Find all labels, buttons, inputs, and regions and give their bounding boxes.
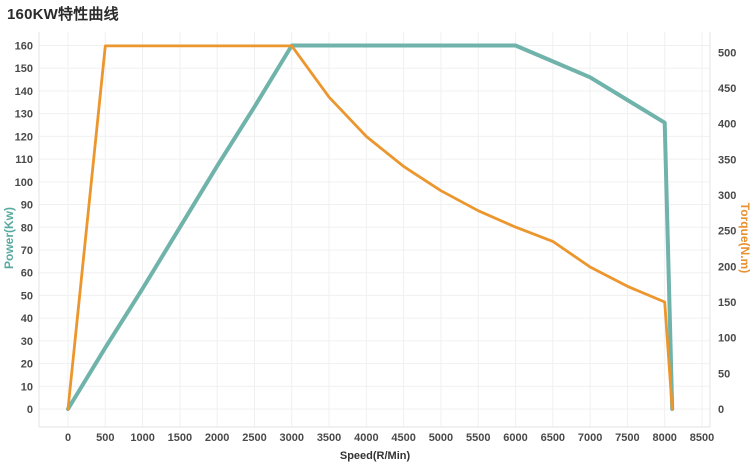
- chart-title: 160KW特性曲线: [7, 6, 119, 23]
- left-tick-label: 50: [21, 290, 33, 302]
- x-axis-tick-labels: 0 500 1000 1500 2000 2500 3000 3500 4000 4500 5000…: [65, 432, 714, 444]
- x-tick-label: 1000: [130, 432, 154, 444]
- left-axis-name: Power(Kw): [2, 207, 16, 269]
- x-tick-label: 1500: [168, 432, 192, 444]
- x-tick-label: 2500: [242, 432, 266, 444]
- x-tick-label: 6000: [503, 432, 527, 444]
- left-tick-label: 90: [21, 200, 33, 212]
- right-axis-name-label: Torque(N.m): [738, 203, 750, 273]
- right-tick-label: 50: [718, 368, 730, 380]
- left-tick-label: 30: [21, 336, 33, 348]
- right-tick-label: 350: [718, 154, 736, 166]
- left-tick-label: 160: [15, 41, 33, 53]
- left-tick-label: 150: [15, 63, 33, 75]
- axis-lines: [38, 32, 711, 428]
- left-tick-label: 0: [27, 404, 33, 416]
- x-tick-label: 3000: [280, 432, 304, 444]
- right-tick-label: 200: [718, 261, 736, 273]
- x-axis-name: Speed(R/Min): [340, 450, 411, 462]
- x-tick-label: 8500: [690, 432, 714, 444]
- right-tick-label: 150: [718, 297, 736, 309]
- right-tick-label: 300: [718, 190, 736, 202]
- x-tick-label: 7500: [615, 432, 639, 444]
- left-tick-label: 40: [21, 313, 33, 325]
- y-gridlines: [39, 45, 710, 410]
- x-tick-label: 0: [65, 432, 71, 444]
- torque-series: [66, 44, 674, 411]
- left-tick-label: 120: [15, 131, 33, 143]
- left-tick-label: 20: [21, 359, 33, 371]
- right-tick-label: 100: [718, 333, 736, 345]
- left-tick-label: 110: [15, 154, 33, 166]
- left-tick-label: 70: [21, 245, 33, 257]
- x-tick-label: 2000: [205, 432, 229, 444]
- torque-line: [66, 44, 674, 411]
- left-tick-label: 130: [15, 109, 33, 121]
- x-tick-label: 5000: [429, 432, 453, 444]
- x-tick-label: 8000: [652, 432, 676, 444]
- x-tick-label: 3500: [317, 432, 341, 444]
- left-tick-label: 80: [21, 222, 33, 234]
- right-tick-label: 450: [718, 83, 736, 95]
- x-tick-label: 6500: [541, 432, 565, 444]
- power-series: [66, 43, 675, 411]
- right-tick-label: 250: [718, 226, 736, 238]
- left-tick-label: 10: [21, 381, 33, 393]
- x-axis-name-label: Speed(R/Min): [340, 450, 411, 462]
- x-tick-label: 5500: [466, 432, 490, 444]
- right-tick-label: 400: [718, 119, 736, 131]
- left-axis-tick-labels: 0 10 20 30 40 50 60 70 80 90 100 110 120 130 140 150 160: [15, 41, 33, 417]
- left-tick-label: 100: [15, 177, 33, 189]
- x-tick-label: 4500: [391, 432, 415, 444]
- right-tick-label: 0: [718, 404, 724, 416]
- right-tick-label: 500: [718, 47, 736, 59]
- x-tick-label: 7000: [578, 432, 602, 444]
- x-tick-label: 4000: [354, 432, 378, 444]
- right-axis-name: Torque(N.m): [738, 203, 750, 273]
- power-line: [66, 43, 675, 411]
- right-axis-tick-labels: 0 50 100 150 200 250 300 350 400 450 500: [718, 47, 736, 416]
- x-tick-label: 500: [96, 432, 114, 444]
- left-tick-label: 60: [21, 268, 33, 280]
- left-axis-name-label: Power(Kw): [2, 207, 16, 269]
- left-tick-label: 140: [15, 86, 33, 98]
